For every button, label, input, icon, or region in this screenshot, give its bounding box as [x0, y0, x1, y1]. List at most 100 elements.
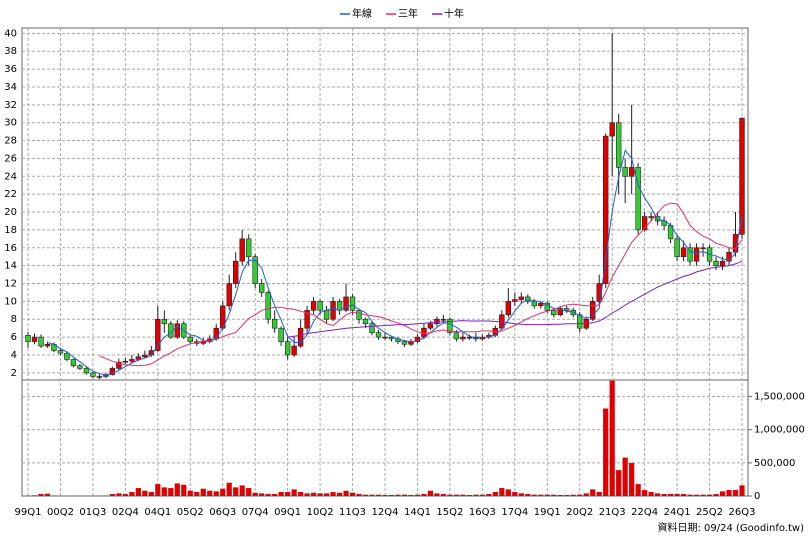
candle-body	[590, 301, 596, 320]
volume-bar	[148, 492, 154, 496]
volume-bar	[700, 494, 706, 496]
candle-body	[388, 336, 395, 340]
volume-bar	[447, 494, 453, 496]
volume-bar	[687, 494, 693, 496]
volume-bar	[648, 492, 654, 496]
candle-body	[401, 341, 408, 345]
candle-body	[739, 117, 745, 235]
volume-bar	[142, 490, 148, 496]
candle-body	[564, 308, 570, 311]
y-tick-label: 18	[4, 225, 17, 236]
candle-body	[70, 359, 77, 367]
volume-bar	[661, 494, 667, 496]
volume-bar	[505, 489, 511, 496]
volume-bar	[713, 494, 719, 496]
candle-body	[258, 283, 265, 293]
candle-body	[719, 260, 726, 266]
x-tick-label: 26Q3	[729, 507, 756, 518]
volume-bar	[577, 494, 583, 496]
legend-label: 年線	[352, 7, 372, 20]
volume-bar	[609, 380, 615, 496]
candle-body	[661, 220, 667, 226]
candle-body	[518, 296, 525, 300]
volume-bar	[486, 494, 492, 496]
volume-bar	[719, 491, 726, 496]
candle-body	[297, 327, 304, 347]
volume-bar	[680, 494, 687, 496]
x-tick-label: 01Q3	[79, 507, 106, 518]
y2-tick-label: 1,500,000	[754, 392, 805, 403]
candle-body	[615, 122, 622, 168]
volume-bar	[693, 494, 700, 496]
x-tick-label: 09Q1	[274, 507, 301, 518]
candle-body	[310, 301, 317, 311]
y2-tick-label: 1,000,000	[754, 425, 805, 436]
volume-bar	[570, 494, 576, 496]
candle-body	[64, 352, 70, 360]
y-tick-label: 28	[4, 136, 17, 147]
volume-bar	[356, 494, 362, 496]
volume-bar	[323, 493, 330, 496]
volume-bar	[590, 489, 596, 496]
volume-bar	[135, 488, 141, 496]
candle-body	[693, 247, 700, 262]
source-note: 資料日期: 09/24 (Goodinfo.tw)	[657, 521, 804, 534]
volume-bar	[362, 494, 369, 496]
volume-bar	[116, 493, 122, 496]
y-tick-label: 8	[11, 314, 17, 325]
candle-body	[252, 256, 258, 284]
candle-body	[174, 323, 180, 338]
candle-body	[635, 167, 641, 231]
volume-bar	[427, 490, 434, 496]
x-tick-label: 24Q1	[664, 507, 691, 518]
volume-bar	[109, 494, 115, 496]
volume-bar	[330, 492, 336, 496]
candle-body	[38, 336, 44, 347]
volume-bar	[557, 495, 563, 496]
candle-body	[77, 365, 83, 369]
x-tick-label: 07Q4	[242, 507, 269, 518]
candle-body	[654, 216, 661, 222]
volume-bar	[174, 483, 180, 496]
volume-bar	[479, 494, 485, 496]
volume-bar	[369, 494, 375, 496]
y-tick-label: 2	[11, 368, 17, 379]
candle-body	[460, 336, 466, 340]
candle-body	[375, 332, 382, 338]
candle-body	[622, 167, 628, 177]
y-tick-label: 6	[11, 332, 17, 343]
legend-label: 十年	[444, 7, 464, 20]
candle-body	[512, 299, 518, 302]
volume-bar	[434, 493, 440, 496]
y-tick-label: 12	[4, 279, 17, 290]
candle-body	[628, 167, 635, 177]
x-tick-label: 99Q1	[15, 507, 42, 518]
candle-body	[505, 301, 512, 316]
volume-bar	[642, 490, 648, 496]
volume-bar	[382, 495, 388, 496]
volume-bar	[265, 494, 271, 496]
volume-bar	[239, 485, 245, 496]
volume-bar	[304, 493, 310, 496]
volume-bar	[278, 492, 284, 496]
candle-body	[265, 292, 271, 320]
x-tick-label: 16Q3	[469, 507, 496, 518]
volume-bar	[655, 493, 661, 496]
candle-body	[96, 376, 103, 378]
volume-bar	[220, 488, 226, 496]
candle-body	[187, 336, 193, 342]
volume-bar	[622, 457, 628, 496]
volume-bar	[499, 488, 505, 496]
candle-body	[648, 216, 654, 218]
volume-bar	[726, 490, 732, 496]
candle-body	[142, 354, 148, 358]
candle-body	[531, 301, 537, 307]
x-tick-label: 17Q4	[501, 507, 528, 518]
x-tick-label: 19Q1	[534, 507, 561, 518]
volume-bar	[531, 494, 537, 496]
volume-bar	[739, 485, 745, 496]
volume-bar	[31, 495, 38, 496]
candle-body	[343, 296, 349, 311]
candle-body	[726, 251, 732, 262]
